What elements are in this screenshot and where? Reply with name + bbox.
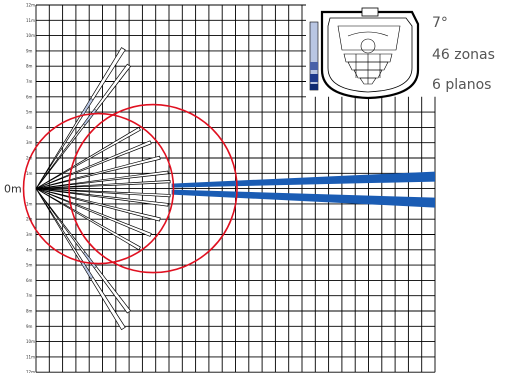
beam bbox=[35, 47, 126, 189]
y-tick-label: 8m bbox=[26, 64, 33, 69]
y-tick-label: 11m bbox=[26, 18, 35, 23]
range-circle-far bbox=[68, 103, 238, 274]
y-tick-label: 4m bbox=[26, 125, 33, 130]
y-tick-label: 6m bbox=[26, 278, 33, 283]
origin-label: 0m bbox=[4, 183, 22, 196]
beam bbox=[35, 126, 141, 189]
y-tick-label: 12m bbox=[26, 370, 35, 373]
sensor-icon bbox=[309, 7, 420, 100]
y-tick-label: 1m bbox=[26, 201, 33, 206]
y-tick-label: 10m bbox=[26, 339, 35, 344]
y-tick-label: 2m bbox=[26, 156, 33, 161]
beam bbox=[35, 188, 126, 331]
y-tick-label: 7m bbox=[26, 79, 33, 84]
range-circle-near bbox=[22, 112, 175, 265]
beam bbox=[35, 180, 171, 189]
beam bbox=[35, 188, 161, 222]
y-tick-label: 9m bbox=[26, 324, 33, 329]
beam bbox=[35, 140, 152, 189]
beam bbox=[35, 188, 171, 198]
y-tick-label: 11m bbox=[26, 354, 35, 359]
y-tick-label: 3m bbox=[26, 140, 33, 145]
plane-indicator-dark-2 bbox=[310, 74, 318, 82]
beam bbox=[35, 155, 161, 189]
y-tick-label: 4m bbox=[26, 247, 33, 252]
beam bbox=[35, 188, 131, 314]
beam bbox=[35, 188, 141, 251]
beam bbox=[35, 63, 131, 189]
y-tick-label: 9m bbox=[26, 48, 33, 53]
y-tick-label: 8m bbox=[26, 309, 33, 314]
y-tick-label: 5m bbox=[26, 110, 33, 115]
zones-spec: 46 zonas bbox=[432, 47, 495, 63]
y-tick-label: 5m bbox=[26, 263, 33, 268]
sensor-top-tab bbox=[361, 7, 379, 17]
y-tick-label: 10m bbox=[26, 33, 35, 38]
axis-labels: 0m 12m 11m 10m 9m 8m 7m 6m 5m 4m 3m 2m 1m 1m 2m 3m 4m 5m 6… bbox=[4, 3, 35, 373]
beam bbox=[35, 188, 152, 237]
y-tick-label: 2m bbox=[26, 217, 33, 222]
plane-indicator-dark-1 bbox=[310, 62, 318, 70]
sensor-lens-pattern bbox=[337, 25, 401, 85]
y-tick-label: 7m bbox=[26, 293, 33, 298]
plane-indicator-dark-3 bbox=[310, 84, 318, 90]
angle-spec: 7° bbox=[432, 15, 448, 31]
detection-beams bbox=[35, 47, 435, 331]
y-tick-label: 1m bbox=[26, 171, 33, 176]
y-tick-label: 3m bbox=[26, 232, 33, 237]
y-tick-label: 12m bbox=[26, 3, 35, 8]
sensor-inner-outline bbox=[327, 17, 413, 93]
range-circles bbox=[22, 103, 238, 274]
y-tick-label: 6m bbox=[26, 94, 33, 99]
planes-spec: 6 planos bbox=[432, 77, 492, 93]
